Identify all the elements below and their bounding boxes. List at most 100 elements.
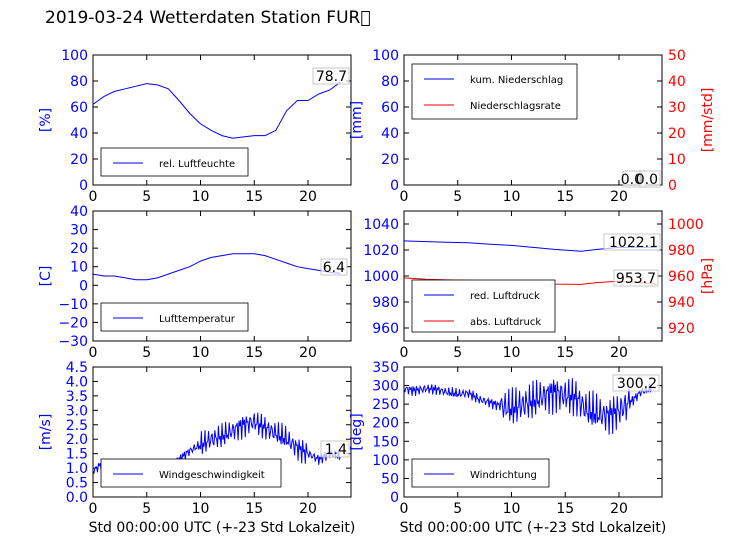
legend-box (100, 147, 249, 177)
y-tick-label: 80 (70, 74, 88, 90)
x-tick-label: 10 (192, 189, 210, 205)
y-tick-label: 300 (372, 379, 399, 395)
legend: red. Luftdruck abs. Luftdruck (411, 279, 556, 333)
y-tick-label: 30 (70, 223, 88, 239)
x-tick-label: 0 (400, 189, 409, 205)
y-tick-label: −10 (58, 297, 88, 313)
y-tick-label: 960 (372, 321, 399, 337)
y-tick-label: 3.5 (66, 389, 88, 405)
series-line-1 (403, 378, 652, 435)
x-tick-label: 10 (192, 345, 210, 361)
value-box (639, 170, 661, 188)
plot-frame (92, 210, 352, 342)
legend-label: Windrichtung (470, 470, 537, 481)
y-tick-label: 1.5 (66, 447, 88, 463)
x-tick-label: 15 (556, 501, 574, 517)
y-right-tick-label: 40 (668, 74, 686, 90)
y-tick-label: 50 (381, 471, 399, 487)
y-right-tick-label: 1000 (668, 217, 704, 233)
value-box (320, 440, 350, 458)
current-value-label: 1022.1 (609, 235, 658, 251)
y-tick-label: 4.5 (66, 360, 88, 376)
y-tick-label: 60 (381, 100, 399, 116)
legend-label: Niederschlagsrate (470, 101, 561, 112)
y-tick-label: 100 (61, 48, 88, 64)
x-tick-label: 0 (400, 345, 409, 361)
plot-frame (403, 366, 663, 498)
legend-label: Lufttemperatur (159, 314, 236, 325)
value-box (612, 374, 660, 392)
y-tick-label: 2.5 (66, 418, 88, 434)
y-tick-label: 1020 (363, 243, 399, 259)
y-axis-label: [mm] (349, 101, 365, 139)
x-tick-label: 15 (245, 345, 263, 361)
current-value-label: 300.2 (617, 376, 657, 392)
y-tick-label: 20 (381, 152, 399, 168)
x-tick-label: 10 (503, 345, 521, 361)
current-value-label: 953.7 (616, 271, 656, 287)
legend-label: kum. Niederschlag (470, 75, 563, 86)
y-right-tick-label: 920 (668, 321, 695, 337)
y-tick-label: 0 (79, 278, 88, 294)
panel-precipitation: 0 20 40 60 80 100 0 10 20 30 40 50 0 5 10 15 20 [mm] [mm/s… (349, 48, 716, 205)
series-line-1 (92, 253, 341, 281)
panel-pressure: 960 980 1000 1020 1040 920 940 960 980 1000 0 5 10 15… (363, 210, 716, 361)
x-tick-label: 20 (299, 189, 317, 205)
y-tick-label: 350 (372, 360, 399, 376)
legend: kum. Niederschlag Niederschlagsrate (411, 63, 578, 120)
series-line-1 (92, 81, 341, 139)
plot-frame (92, 54, 352, 186)
y-tick-label: 0 (390, 490, 399, 506)
value-box (603, 233, 661, 251)
y-axis-label: [C] (38, 266, 54, 287)
y-right-tick-label: 0 (668, 178, 677, 194)
y-right-tick-label: 20 (668, 126, 686, 142)
y-tick-label: 10 (70, 260, 88, 276)
current-value-label: 78.7 (316, 69, 347, 85)
y-tick-label: 250 (372, 397, 399, 413)
y-tick-label: 1.0 (66, 461, 88, 477)
legend-box (411, 63, 578, 120)
x-tick-label: 5 (453, 501, 462, 517)
y-axis-label: [%] (38, 108, 54, 132)
x-tick-label: 20 (610, 501, 628, 517)
x-tick-label: 15 (245, 501, 263, 517)
y-tick-label: −20 (58, 315, 88, 331)
x-tick-label: 20 (299, 345, 317, 361)
x-tick-label: 10 (503, 501, 521, 517)
panel-humidity: 0 20 40 60 80 100 0 5 10 15 20 [%] rel. Luftfeuchte 7… (38, 48, 352, 205)
value-box (312, 67, 350, 85)
y-tick-label: 100 (372, 48, 399, 64)
legend-box (411, 279, 556, 333)
y-tick-label: 0.0 (66, 490, 88, 506)
x-tick-label: 0 (89, 501, 98, 517)
x-axis-label: Std 00:00:00 UTC (+-23 Std Lokalzeit) (400, 520, 667, 536)
x-tick-label: 15 (556, 345, 574, 361)
y-right-tick-label: 980 (668, 243, 695, 259)
y-right-tick-label: 50 (668, 48, 686, 64)
y-tick-label: 40 (70, 126, 88, 142)
y-tick-label: 0 (79, 178, 88, 194)
legend-label: rel. Luftfeuchte (159, 159, 235, 170)
legend-label: abs. Luftdruck (470, 317, 541, 328)
legend: Windrichtung (411, 458, 550, 488)
y-tick-label: 40 (381, 126, 399, 142)
current-value-label: 0.0 (636, 172, 658, 188)
legend: rel. Luftfeuchte (100, 147, 249, 177)
y-tick-label: 20 (70, 241, 88, 257)
y-tick-label: −30 (58, 334, 88, 350)
plot-frame (403, 210, 663, 342)
y-tick-label: 980 (372, 295, 399, 311)
legend: Windgeschwindigkeit (100, 458, 282, 488)
x-tick-label: 0 (400, 501, 409, 517)
y-tick-label: 200 (372, 416, 399, 432)
legend-label: Windgeschwindigkeit (159, 470, 265, 481)
y-tick-label: 1000 (363, 269, 399, 285)
y-right-tick-label: 10 (668, 152, 686, 168)
y-tick-label: 4.0 (66, 374, 88, 390)
y-axis-label: [m/s] (38, 414, 54, 451)
x-tick-label: 20 (610, 189, 628, 205)
y-tick-label: 1040 (363, 217, 399, 233)
